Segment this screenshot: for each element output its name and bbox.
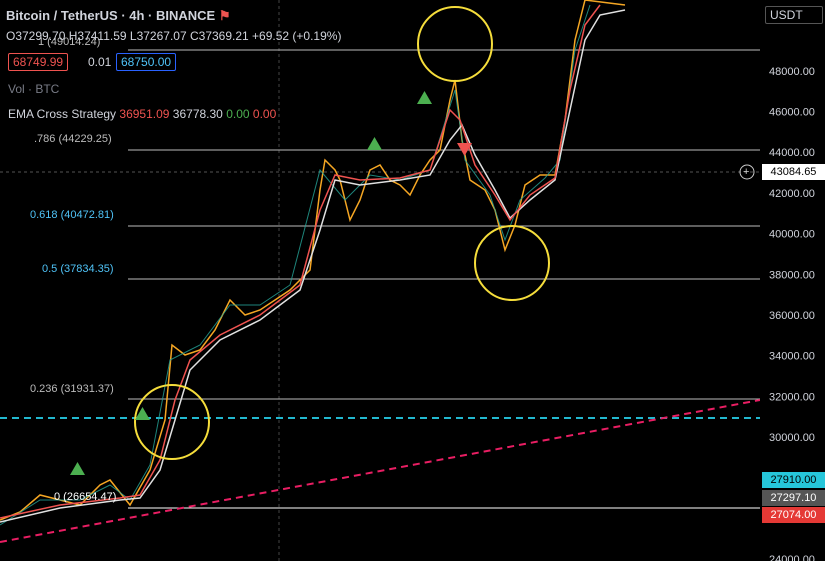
price-axis bbox=[760, 0, 825, 561]
crosshair-badge: 43084.65 bbox=[762, 164, 825, 180]
price-tick-label: 42000.00 bbox=[769, 188, 815, 200]
fib-label: .786 (44229.25) bbox=[34, 133, 112, 145]
fib-label: 0.236 (31931.37) bbox=[30, 383, 114, 395]
ema-slow bbox=[0, 9, 626, 523]
currency-button[interactable]: USDT bbox=[765, 6, 823, 24]
price-line-2 bbox=[0, 4, 591, 526]
change: +69.52 (+0.19%) bbox=[252, 29, 342, 43]
open: O37299.70 bbox=[6, 29, 66, 43]
fib-label: 1 (49014.24) bbox=[38, 36, 100, 48]
price-tick-label: 34000.00 bbox=[769, 351, 815, 363]
ind-value: 0.00 bbox=[252, 107, 277, 121]
ind-value: 0.00 bbox=[226, 107, 250, 121]
indicator: EMA Cross Strategy 36951.09 36778.30 0.0… bbox=[8, 107, 276, 121]
price-badge: 27074.00 bbox=[762, 507, 825, 523]
high: H37411.59 bbox=[68, 29, 127, 43]
fib-label: 0.5 (37834.35) bbox=[42, 263, 114, 275]
price-tick-label: 24000.00 bbox=[769, 554, 815, 561]
ohlc: O37299.70 H37411.59 L37267.07 C37369.21 … bbox=[6, 29, 341, 43]
ema-fast bbox=[0, 4, 601, 519]
ind-value: 36951.09 bbox=[119, 107, 170, 121]
price-badge: 27297.10 bbox=[762, 490, 825, 506]
indicator-name: EMA Cross Strategy bbox=[8, 107, 117, 121]
price-tick-label: 40000.00 bbox=[769, 229, 815, 241]
title: Bitcoin / TetherUS · 4h · BINANCE bbox=[6, 8, 216, 23]
trend-line bbox=[0, 399, 761, 543]
add-icon: + bbox=[743, 166, 749, 178]
price-tick-label: 48000.00 bbox=[769, 66, 815, 78]
low: L37267.07 bbox=[129, 29, 187, 43]
price-tick-label: 30000.00 bbox=[769, 432, 815, 444]
price-tick-label: 36000.00 bbox=[769, 310, 815, 322]
fib-labels: 1 (49014.24) .786 (44229.25) 0.618 (4047… bbox=[30, 36, 116, 503]
volume-label: Vol · BTC bbox=[8, 82, 60, 96]
price-tick-label: 46000.00 bbox=[769, 107, 815, 119]
price-tick-label: 32000.00 bbox=[769, 391, 815, 403]
sell-button[interactable]: 68749.99 bbox=[8, 53, 69, 71]
spread: 0.01 bbox=[88, 55, 112, 69]
symbol-title[interactable]: Bitcoin / TetherUS · 4h · BINANCE ⚑ bbox=[6, 8, 231, 23]
fib-label: 0 (26654.47) bbox=[54, 491, 116, 503]
highlight-circles bbox=[134, 6, 550, 460]
add-button[interactable] bbox=[739, 164, 755, 180]
sell-marker bbox=[457, 143, 472, 156]
buy-button[interactable]: 68750.00 bbox=[116, 53, 177, 71]
price-tick-label: 38000.00 bbox=[769, 269, 815, 281]
buy-markers bbox=[70, 91, 432, 475]
ind-value: 36778.30 bbox=[172, 107, 223, 121]
close: C37369.21 bbox=[189, 29, 249, 43]
price-line bbox=[0, 0, 626, 521]
price-badge: 27910.00 bbox=[762, 472, 825, 488]
fib-label: 0.618 (40472.81) bbox=[30, 209, 114, 221]
price-tick-label: 44000.00 bbox=[769, 147, 815, 159]
